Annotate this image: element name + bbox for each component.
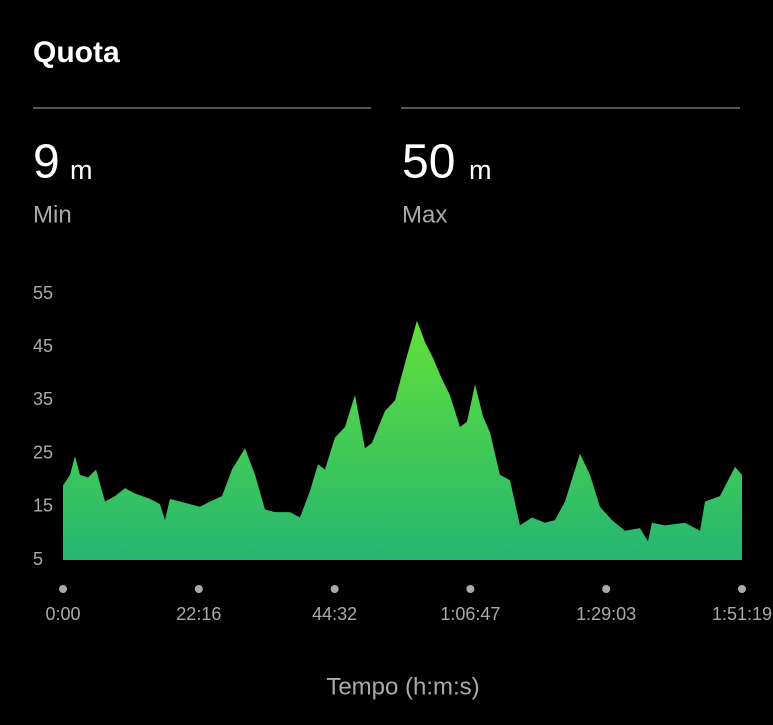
x-axis-title: Tempo (h:m:s) xyxy=(326,673,479,700)
x-tick-dot xyxy=(330,585,339,593)
stat-label: Max xyxy=(402,201,447,228)
x-tick-label: 22:16 xyxy=(176,604,221,624)
stat-unit: m xyxy=(469,155,492,185)
x-tick-label: 44:32 xyxy=(312,604,357,624)
stat-value: 9 xyxy=(33,136,60,189)
area xyxy=(63,320,742,560)
stat-value: 50 xyxy=(402,136,455,189)
y-tick-label: 35 xyxy=(33,389,53,409)
x-tick-label: 1:51:19 xyxy=(712,604,772,624)
y-tick-label: 15 xyxy=(33,496,53,516)
x-tick-dot xyxy=(466,585,475,593)
y-tick-label: 45 xyxy=(33,336,53,356)
x-tick-dot xyxy=(602,585,611,593)
y-tick-label: 25 xyxy=(33,442,53,462)
y-tick-label: 55 xyxy=(33,283,53,303)
stat-label: Min xyxy=(33,201,72,228)
x-tick-label: 1:29:03 xyxy=(576,604,636,624)
x-tick-dot xyxy=(59,585,67,593)
x-tick-label: 1:06:47 xyxy=(440,604,500,624)
x-tick-label: 0:00 xyxy=(45,604,80,624)
y-tick-label: 5 xyxy=(33,549,43,569)
title: Quota xyxy=(33,36,120,69)
x-tick-dot xyxy=(738,585,746,593)
stat-unit: m xyxy=(70,155,93,185)
x-tick-dot xyxy=(194,585,203,593)
